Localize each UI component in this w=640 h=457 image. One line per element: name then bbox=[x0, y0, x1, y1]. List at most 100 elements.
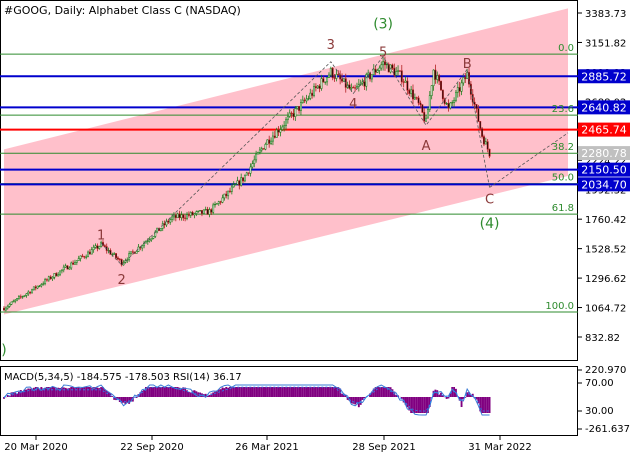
macd-bar bbox=[219, 389, 222, 397]
macd-bar bbox=[105, 390, 108, 397]
macd-bar bbox=[215, 390, 218, 397]
candle-body bbox=[75, 260, 78, 263]
wave-label: (3) bbox=[373, 17, 393, 33]
macd-bar bbox=[410, 397, 413, 413]
candle-body bbox=[90, 249, 93, 255]
macd-bar bbox=[145, 387, 147, 397]
candle-body bbox=[339, 74, 342, 80]
macd-bar bbox=[479, 397, 482, 412]
candle-body bbox=[44, 279, 47, 285]
macd-bar bbox=[107, 391, 110, 397]
macd-bar bbox=[434, 389, 437, 397]
candle-body bbox=[243, 174, 246, 182]
macd-bar bbox=[363, 397, 366, 399]
candle-body bbox=[113, 253, 116, 255]
candle-body bbox=[479, 121, 482, 129]
wave-label: ) bbox=[1, 342, 6, 358]
time-axis: 20 Mar 2020 22 Sep 2020 26 Mar 2021 28 Sep … bbox=[4, 436, 532, 453]
time-tick-label: 26 Mar 2021 bbox=[235, 442, 298, 453]
macd-bar bbox=[130, 397, 132, 402]
candle-body bbox=[288, 112, 291, 117]
candle-body bbox=[449, 102, 452, 109]
price-channel bbox=[4, 8, 568, 315]
macd-bar bbox=[206, 396, 209, 397]
macd-bar bbox=[311, 387, 314, 397]
candle-body bbox=[118, 258, 121, 260]
candle-body bbox=[419, 102, 422, 106]
candle-body bbox=[367, 72, 370, 75]
candle-body bbox=[68, 267, 71, 270]
candle-body bbox=[410, 89, 413, 94]
macd-bar bbox=[70, 387, 73, 397]
candle-body bbox=[227, 190, 230, 197]
macd-bar bbox=[53, 387, 56, 397]
candle-body bbox=[169, 219, 172, 223]
macd-bar bbox=[88, 387, 91, 397]
macd-bar bbox=[255, 387, 258, 397]
candle-body bbox=[285, 119, 287, 126]
macd-bar bbox=[464, 397, 467, 398]
price-level-label: 2465.74 bbox=[581, 124, 627, 137]
macd-bar bbox=[251, 387, 254, 397]
macd-bar bbox=[380, 387, 383, 397]
macd-bar bbox=[234, 387, 237, 397]
macd-bar bbox=[186, 390, 188, 397]
fib-label: 61.8 bbox=[552, 203, 574, 214]
macd-bar bbox=[156, 387, 159, 397]
macd-bar bbox=[301, 387, 304, 397]
candle-body bbox=[426, 109, 429, 119]
macd-bar bbox=[262, 387, 265, 397]
candle-body bbox=[229, 190, 231, 192]
candle-body bbox=[10, 301, 13, 305]
macd-bar bbox=[400, 397, 403, 399]
candle-body bbox=[130, 251, 132, 254]
macd-bar bbox=[395, 394, 398, 397]
macd-bar bbox=[313, 387, 315, 397]
fib-label: 100.0 bbox=[545, 301, 574, 312]
candle-body bbox=[279, 129, 282, 133]
candle-body bbox=[458, 87, 461, 92]
macd-bar bbox=[227, 387, 230, 397]
candle-body bbox=[230, 186, 233, 192]
candle-body bbox=[77, 258, 80, 261]
macd-bar bbox=[279, 387, 282, 397]
macd-bar bbox=[314, 387, 317, 397]
candle-body bbox=[57, 274, 60, 277]
candle-body bbox=[94, 245, 97, 248]
candle-body bbox=[430, 85, 433, 96]
candle-body bbox=[116, 257, 119, 260]
price-tick-label: 1528.52 bbox=[585, 245, 626, 256]
candle-body bbox=[275, 129, 278, 138]
candle-body bbox=[25, 293, 28, 296]
candle-body bbox=[187, 214, 190, 216]
candle-body bbox=[258, 149, 261, 153]
candle-body bbox=[103, 245, 106, 247]
candle-body bbox=[423, 111, 426, 122]
macd-bar bbox=[333, 387, 336, 397]
macd-bar bbox=[100, 387, 103, 397]
macd-bar bbox=[372, 388, 375, 397]
macd-bar bbox=[159, 387, 162, 397]
macd-bar bbox=[184, 387, 187, 397]
price-tick-label: 3383.73 bbox=[585, 9, 626, 20]
macd-bar bbox=[103, 389, 106, 397]
candle-body bbox=[238, 180, 241, 186]
macd-bar bbox=[307, 387, 310, 397]
candle-body bbox=[318, 85, 321, 89]
macd-bar bbox=[415, 397, 418, 413]
candle-body bbox=[277, 129, 280, 133]
rsi-line bbox=[3, 384, 490, 416]
candle-body bbox=[413, 97, 416, 100]
macd-bar bbox=[471, 393, 474, 397]
macd-bar bbox=[182, 387, 185, 397]
candle-body bbox=[337, 74, 340, 76]
macd-bar bbox=[370, 391, 373, 397]
macd-bar bbox=[171, 387, 174, 397]
macd-bar bbox=[120, 397, 123, 404]
candle-body bbox=[251, 163, 254, 168]
macd-bar bbox=[413, 397, 416, 413]
candle-body bbox=[438, 75, 441, 82]
time-tick-label: 20 Mar 2020 bbox=[4, 442, 67, 453]
macd-bar bbox=[143, 389, 145, 397]
macd-bar bbox=[225, 387, 228, 397]
